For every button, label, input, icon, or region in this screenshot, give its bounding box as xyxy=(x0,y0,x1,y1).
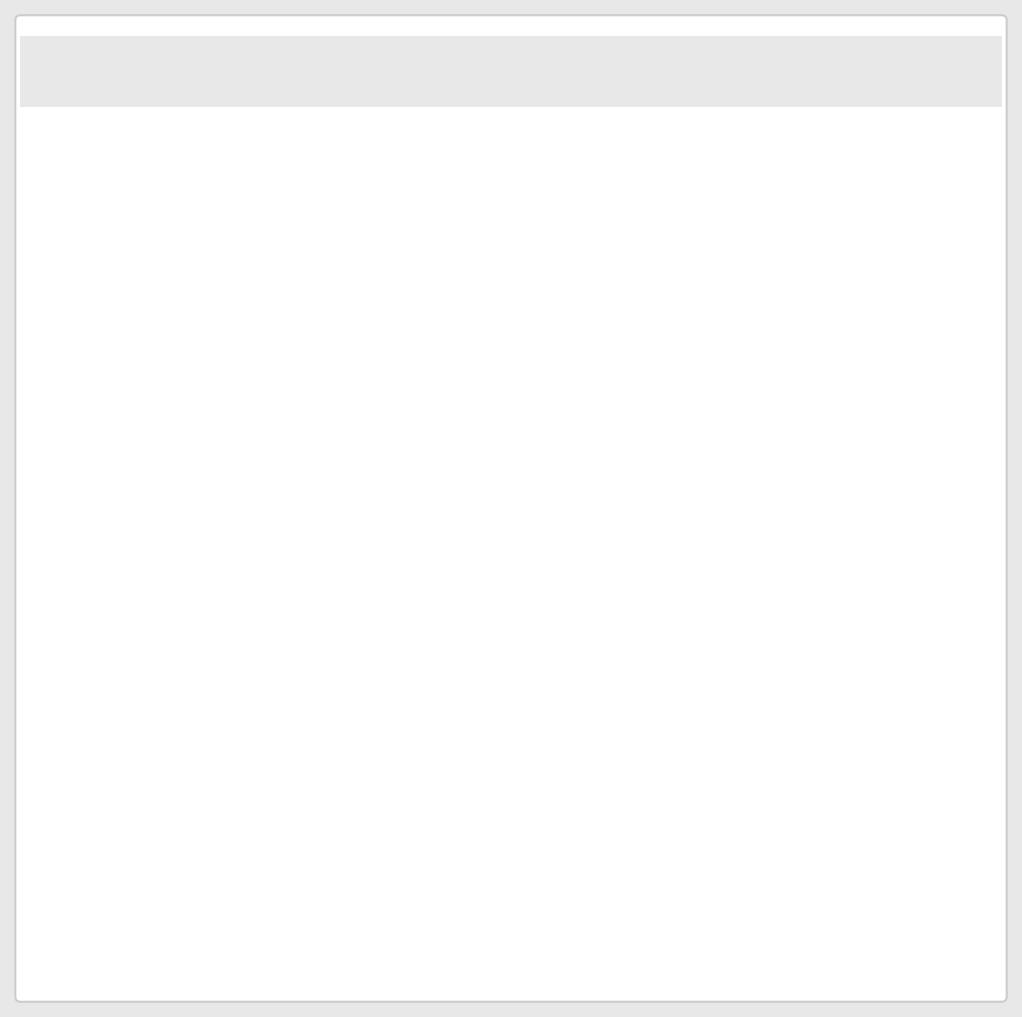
Circle shape xyxy=(359,384,365,391)
Circle shape xyxy=(402,331,407,337)
Circle shape xyxy=(51,912,78,939)
Circle shape xyxy=(440,272,446,277)
Circle shape xyxy=(334,317,340,323)
Circle shape xyxy=(388,160,394,166)
Circle shape xyxy=(51,683,78,710)
Circle shape xyxy=(460,339,465,345)
Text: Gram-negative and mannitol fermentation (-): Gram-negative and mannitol fermentation … xyxy=(107,764,533,782)
Circle shape xyxy=(473,216,479,222)
Text: Salt-tolerant and mannitol fermentation (+): Salt-tolerant and mannitol fermentation … xyxy=(107,840,518,858)
Circle shape xyxy=(51,760,78,786)
Circle shape xyxy=(346,271,353,276)
Circle shape xyxy=(446,310,452,315)
Circle shape xyxy=(340,148,346,154)
Circle shape xyxy=(421,312,427,317)
Ellipse shape xyxy=(67,99,566,476)
Circle shape xyxy=(362,287,367,292)
Ellipse shape xyxy=(78,109,556,466)
Text: Aerobe and mannitol fermentation (-): Aerobe and mannitol fermentation (-) xyxy=(107,611,459,630)
Circle shape xyxy=(364,223,369,229)
Circle shape xyxy=(346,277,353,282)
Circle shape xyxy=(459,279,464,285)
Circle shape xyxy=(443,352,449,358)
Circle shape xyxy=(401,183,406,188)
Circle shape xyxy=(447,195,453,201)
Circle shape xyxy=(329,280,335,285)
Text: Gram-negative and mannitol fermentation (+): Gram-negative and mannitol fermentation … xyxy=(107,916,543,935)
Circle shape xyxy=(404,247,410,253)
Circle shape xyxy=(391,316,398,321)
Circle shape xyxy=(472,330,478,335)
FancyBboxPatch shape xyxy=(61,102,572,473)
Circle shape xyxy=(406,340,412,346)
Circle shape xyxy=(436,185,442,191)
Circle shape xyxy=(434,251,440,256)
Circle shape xyxy=(381,296,386,301)
Circle shape xyxy=(406,375,411,381)
Text: Mannitol salt agar (MSA) was inoculated and incubated. Interpret the results.: Mannitol salt agar (MSA) was inoculated … xyxy=(51,523,776,541)
Circle shape xyxy=(456,300,462,305)
Circle shape xyxy=(57,690,72,704)
Circle shape xyxy=(51,836,78,862)
Circle shape xyxy=(375,225,381,230)
Text: Question 5: Question 5 xyxy=(61,44,205,68)
Circle shape xyxy=(468,232,473,238)
Circle shape xyxy=(422,199,428,205)
Circle shape xyxy=(351,220,357,225)
Text: Salt-tolerant and mannitol fermentation (-): Salt-tolerant and mannitol fermentation … xyxy=(107,687,509,706)
Circle shape xyxy=(349,358,355,364)
Circle shape xyxy=(469,190,474,195)
Circle shape xyxy=(461,224,467,230)
Circle shape xyxy=(51,607,78,634)
Circle shape xyxy=(457,194,462,200)
Circle shape xyxy=(421,195,426,200)
Ellipse shape xyxy=(96,122,538,453)
Circle shape xyxy=(420,370,426,376)
